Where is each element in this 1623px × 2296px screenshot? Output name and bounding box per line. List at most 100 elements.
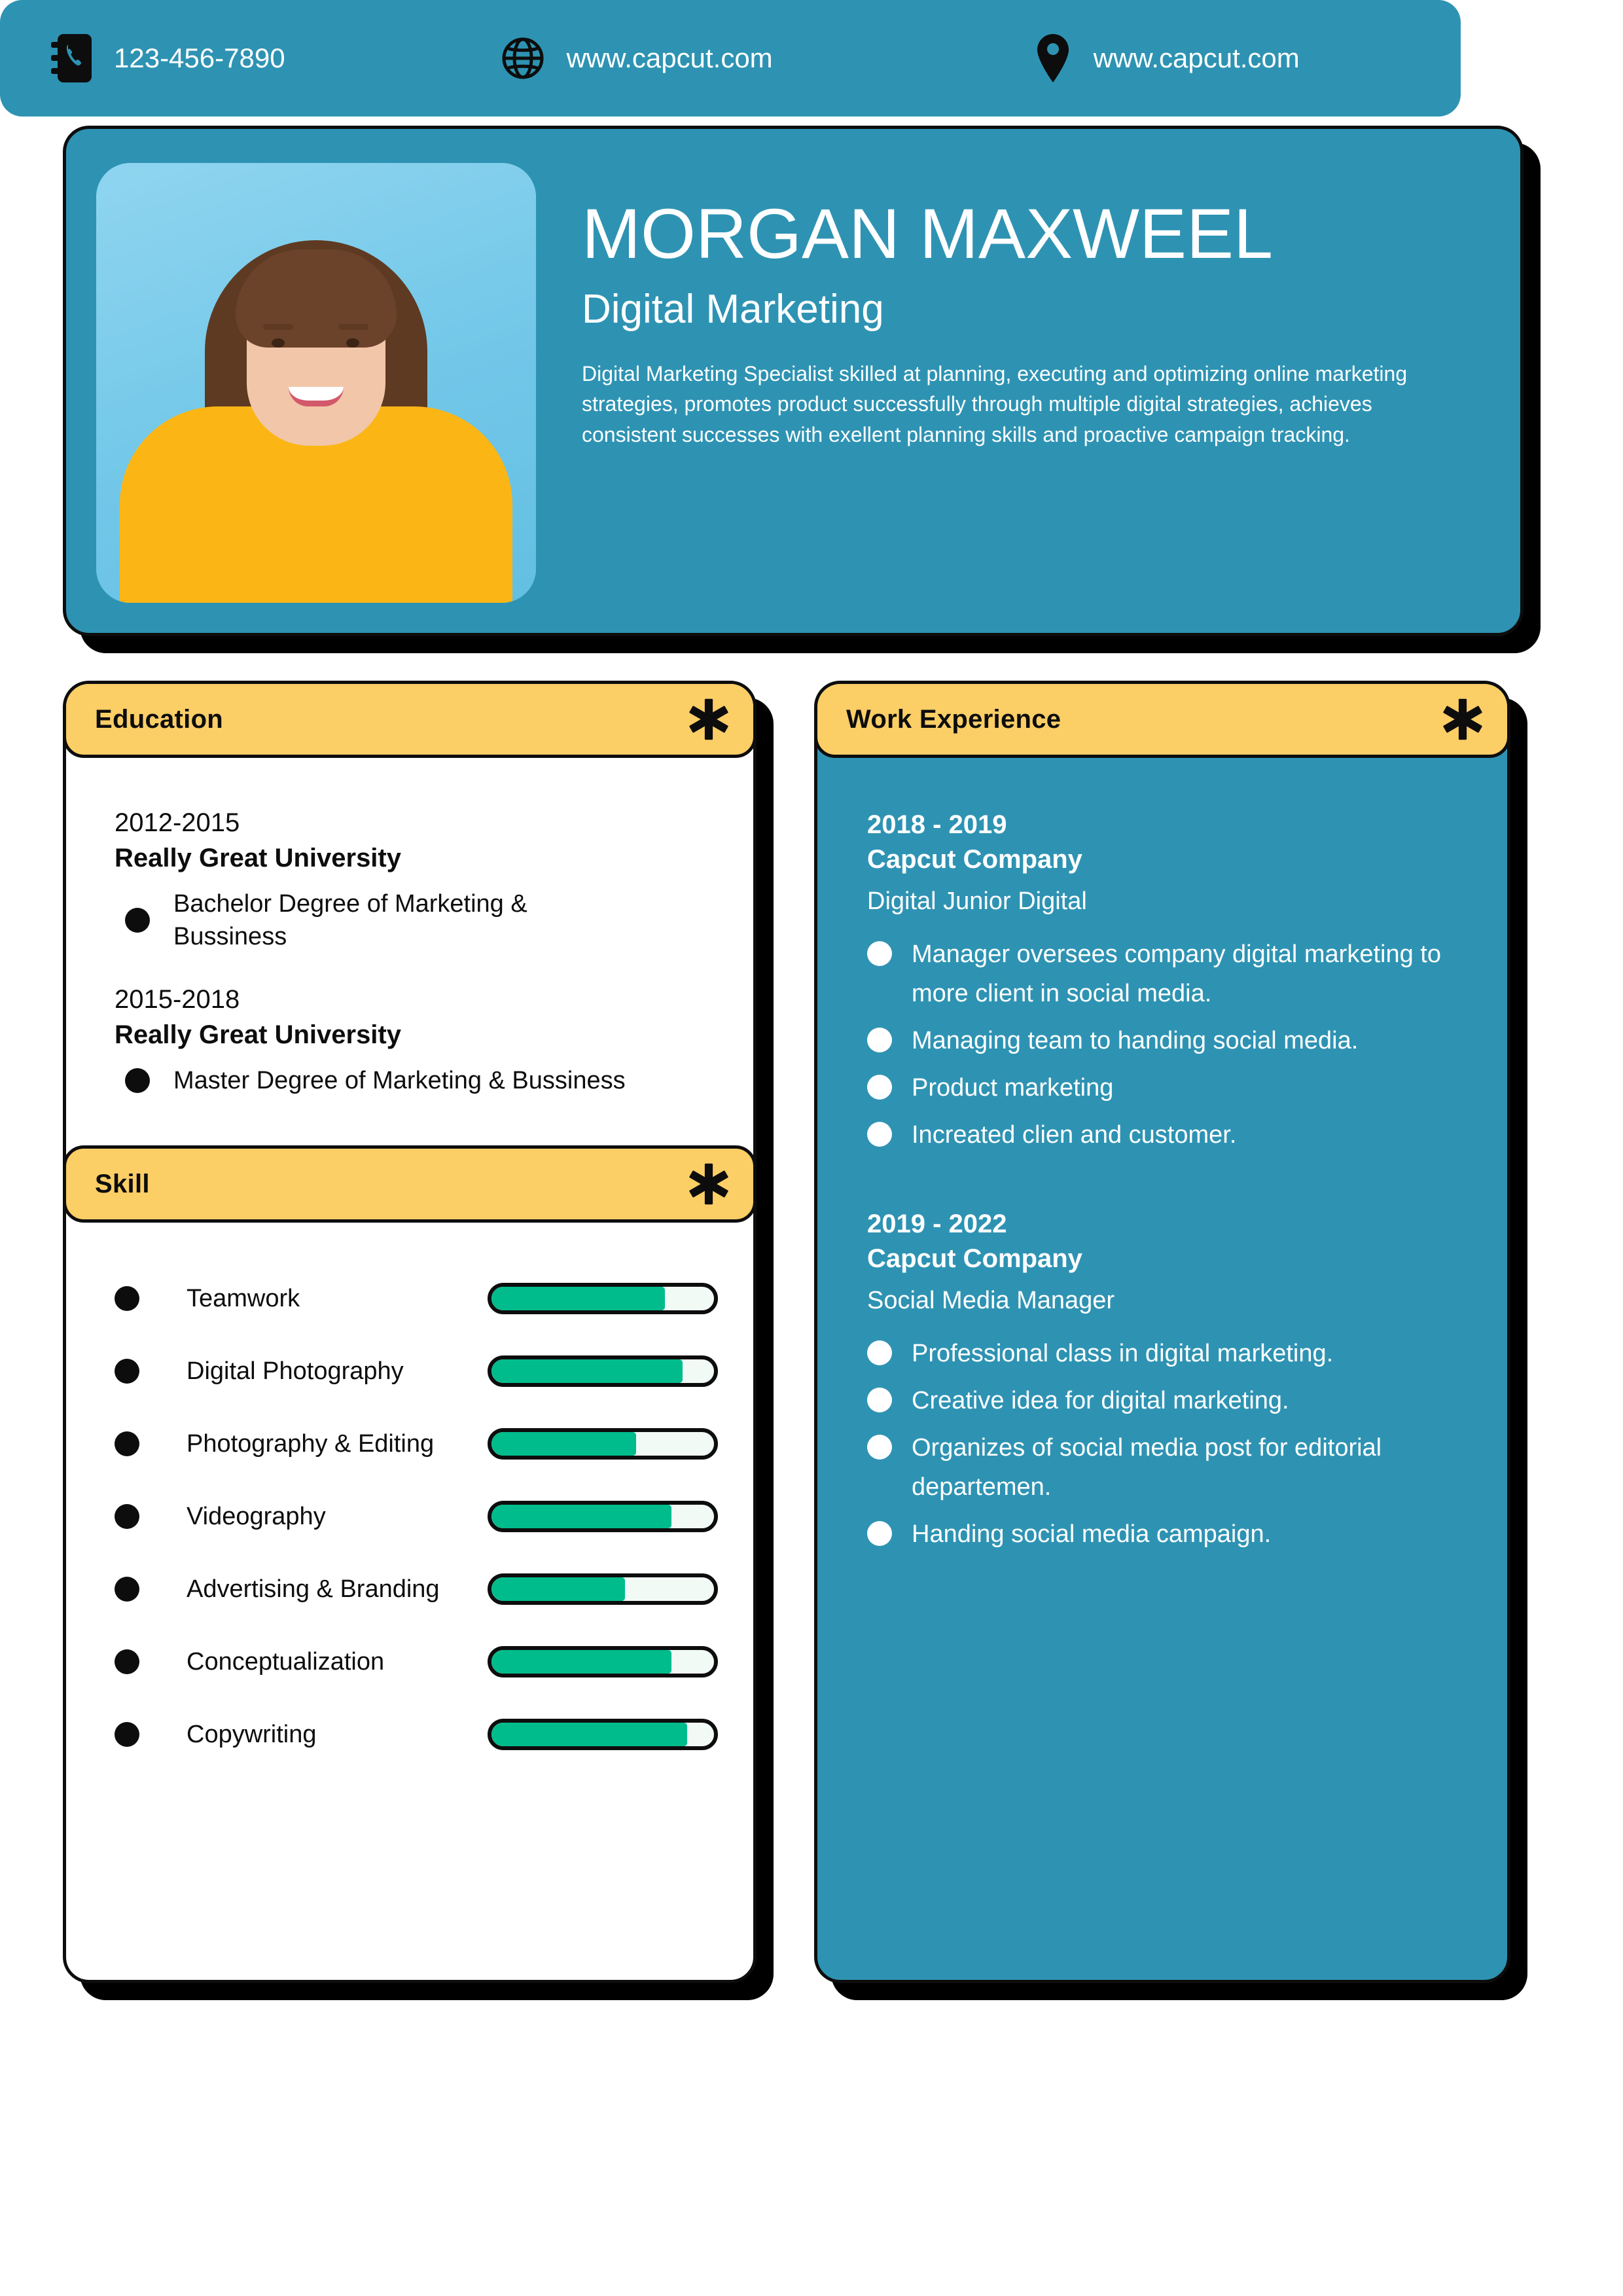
skill-title: Skill (95, 1169, 150, 1198)
job-point-text: Creative idea for digital marketing. (912, 1386, 1289, 1414)
contact-footer-card: 123-456-7890 www.capcut.com www.capcut.c… (0, 0, 1461, 117)
bullet-dot-icon (115, 1285, 139, 1311)
contact-website[interactable]: www.capcut.com (501, 37, 773, 80)
job-point: Organizes of social media post for edito… (867, 1428, 1476, 1507)
work-job-list: 2018 - 2019 Capcut Company Digital Junior … (817, 758, 1507, 1554)
education-section-header: Education (66, 684, 753, 758)
skill-level-bar (488, 1500, 718, 1532)
location-url: www.capcut.com (1093, 43, 1300, 73)
location-pin-icon (1037, 34, 1069, 82)
bullet-dot-icon (867, 1121, 892, 1147)
contact-phone[interactable]: 123-456-7890 (51, 34, 285, 82)
education-degree-row: Master Degree of Marketing & Bussiness (115, 1064, 714, 1097)
skill-level-fill (491, 1722, 688, 1746)
bullet-dot-icon (867, 1387, 892, 1412)
skill-label: Photography & Editing (187, 1429, 435, 1458)
portrait-eye-left (272, 338, 285, 348)
bullet-dot-icon (867, 1027, 892, 1052)
skill-label: Copywriting (187, 1720, 317, 1748)
job-point-list: Manager oversees company digital marketi… (867, 935, 1476, 1155)
work-title: Work Experience (846, 704, 1061, 734)
education-degree-row: Bachelor Degree of Marketing & Bussiness (115, 888, 714, 953)
education-school: Really Great University (115, 1020, 401, 1050)
bullet-dot-icon (115, 1649, 139, 1674)
job-company: Capcut Company (867, 844, 1082, 874)
education-degree: Bachelor Degree of Marketing & Bussiness (173, 890, 527, 951)
skill-level-fill (491, 1359, 683, 1383)
bullet-dot-icon (867, 1074, 892, 1100)
bullet-dot-icon (115, 1721, 139, 1747)
portrait-smile (289, 387, 344, 406)
skill-level-fill (491, 1286, 666, 1310)
bullet-dot-icon (125, 1068, 150, 1094)
contact-location[interactable]: www.capcut.com (1035, 33, 1300, 84)
avatar (96, 163, 536, 603)
job-point-text: Professional class in digital marketing. (912, 1339, 1334, 1367)
education-school: Really Great University (115, 844, 401, 872)
education-body: 2012-2015 Really Great University Bachel… (66, 758, 753, 1097)
portrait-eyebrow-right (338, 324, 368, 330)
skill-level-bar (488, 1282, 718, 1314)
phone-number: 123-456-7890 (114, 43, 285, 73)
phone-icon (51, 34, 92, 82)
skill-row: Videography (115, 1480, 718, 1552)
skill-section-header: Skill (66, 1145, 753, 1223)
skill-level-bar (488, 1645, 718, 1677)
job-point-list: Professional class in digital marketing.… (867, 1334, 1476, 1554)
skill-row: Advertising & Branding (115, 1552, 718, 1625)
portrait-hair-top (236, 249, 397, 348)
job-point: Increated clien and customer. (867, 1115, 1476, 1155)
bullet-dot-icon (115, 1431, 139, 1456)
skill-row: Photography & Editing (115, 1407, 718, 1480)
job-point: Creative idea for digital marketing. (867, 1381, 1476, 1420)
asterisk-icon (689, 698, 728, 740)
skill-label: Conceptualization (187, 1647, 385, 1676)
skill-level-bar (488, 1718, 718, 1750)
header-text-block: MORGAN MAXWEEL Digital Marketing Digital… (536, 163, 1490, 450)
skill-level-fill (491, 1649, 672, 1674)
job-point: Handing social media campaign. (867, 1515, 1476, 1554)
spacer (66, 953, 753, 982)
education-entry: 2012-2015 Really Great University Bachel… (66, 805, 753, 953)
skill-level-bar (488, 1573, 718, 1605)
education-years: 2012-2015 (115, 808, 240, 837)
bullet-dot-icon (115, 1503, 139, 1529)
bullet-dot-icon (115, 1358, 139, 1384)
skill-label: Teamwork (187, 1284, 300, 1312)
skill-level-bar (488, 1355, 718, 1387)
job-point: Managing team to handing social media. (867, 1021, 1476, 1060)
education-title: Education (95, 704, 224, 734)
education-degree: Master Degree of Marketing & Bussiness (173, 1067, 626, 1095)
work-experience-card: Work Experience 2018 - 2019 Capcut Compan… (814, 681, 1510, 1983)
job-years: 2018 - 2019 (867, 810, 1007, 839)
bullet-dot-icon (867, 1340, 892, 1365)
job-position: Digital Junior Digital (867, 887, 1087, 915)
portrait-eyebrow-left (263, 324, 293, 330)
header-card: MORGAN MAXWEEL Digital Marketing Digital… (63, 126, 1524, 636)
job-point-text: Managing team to handing social media. (912, 1026, 1359, 1054)
job-point: Manager oversees company digital marketi… (867, 935, 1476, 1013)
education-years: 2015-2018 (115, 985, 240, 1014)
job-point: Professional class in digital marketing. (867, 1334, 1476, 1373)
skill-level-fill (491, 1577, 625, 1601)
asterisk-icon (1443, 698, 1482, 740)
portrait-eye-right (346, 338, 359, 348)
job-role: Digital Marketing (582, 287, 884, 332)
profile-summary: Digital Marketing Specialist skilled at … (582, 361, 1408, 446)
skill-label: Videography (187, 1502, 326, 1530)
skill-label: Digital Photography (187, 1357, 404, 1385)
job-years: 2019 - 2022 (867, 1209, 1007, 1238)
skill-level-fill (491, 1504, 672, 1528)
bullet-dot-icon (115, 1576, 139, 1602)
left-column-card: Education 2012-2015 Really Great Univers… (63, 681, 757, 1983)
skill-level-fill (491, 1431, 636, 1456)
work-job: 2018 - 2019 Capcut Company Digital Junior … (867, 808, 1476, 1155)
bullet-dot-icon (125, 908, 150, 933)
job-point-text: Manager oversees company digital marketi… (912, 940, 1441, 1007)
skill-row: Copywriting (115, 1698, 718, 1770)
globe-icon (502, 37, 544, 79)
asterisk-icon (689, 1164, 728, 1205)
skill-row: Teamwork (115, 1262, 718, 1335)
work-section-header: Work Experience (817, 684, 1507, 758)
